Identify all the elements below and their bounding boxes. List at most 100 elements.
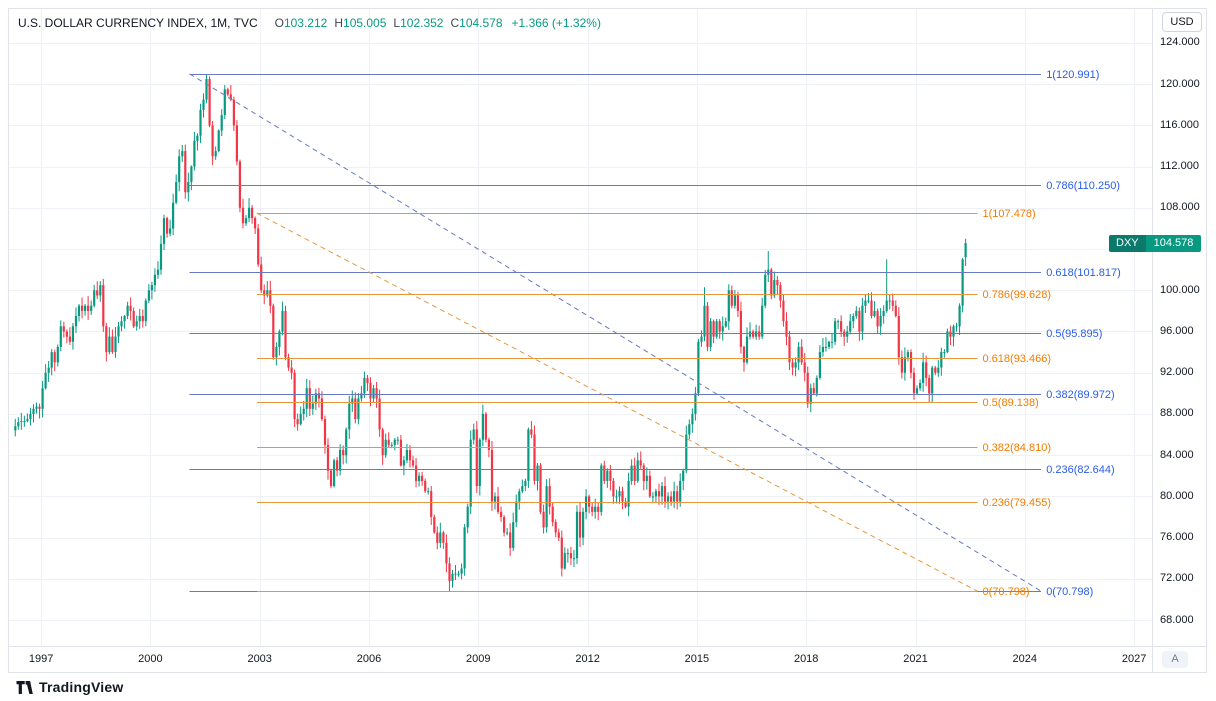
- time-axis-separator: [9, 646, 1206, 647]
- candle: [269, 280, 272, 314]
- candle: [311, 395, 314, 415]
- candle: [14, 418, 17, 437]
- candle: [366, 374, 369, 392]
- candle: [275, 342, 278, 366]
- candle: [663, 476, 667, 508]
- price-tick: 112.000: [1160, 160, 1199, 173]
- candle: [794, 357, 797, 377]
- candle: [721, 316, 724, 341]
- candle: [81, 297, 84, 319]
- candle: [548, 478, 551, 515]
- candle: [922, 352, 925, 392]
- symbol-title[interactable]: U.S. DOLLAR CURRENCY INDEX, 1M, TVC: [18, 16, 258, 30]
- candle: [639, 451, 642, 469]
- candle: [172, 193, 175, 236]
- price-axis[interactable]: 124.000120.000116.000112.000108.000104.0…: [1153, 9, 1206, 646]
- candle: [20, 412, 23, 430]
- fib-retracement-blue[interactable]: 1(120.991) 0.786(110.250) 0.618(101.817) 0.…: [189, 69, 1121, 598]
- currency-usd-button[interactable]: USD: [1162, 12, 1202, 32]
- time-tick: 2000: [138, 653, 163, 665]
- candle: [223, 85, 226, 119]
- candle: [837, 319, 840, 330]
- candle: [928, 374, 931, 403]
- time-axis[interactable]: 1997 2000 2003 2006 2009 2012 2015 2018 2021 2024…: [9, 647, 1152, 672]
- candle: [827, 340, 831, 350]
- candle: [551, 502, 554, 527]
- candle: [193, 131, 196, 171]
- candle: [336, 457, 339, 477]
- candle: [293, 369, 296, 427]
- candle: [436, 526, 439, 550]
- candle: [585, 489, 588, 520]
- candle: [542, 504, 545, 534]
- candle: [849, 313, 852, 335]
- fib-retracement-orange[interactable]: 1(107.478) 0.786(99.628) 0.618(93.466) 0.5(…: [256, 208, 1052, 598]
- candle: [433, 514, 436, 534]
- price-tick: 80.000: [1160, 489, 1194, 502]
- candle: [424, 478, 427, 493]
- candle: [387, 432, 390, 448]
- candle: [648, 470, 651, 498]
- chart-widget: 1(120.991) 0.786(110.250) 0.618(101.817) 0.…: [8, 8, 1207, 673]
- auto-scale-button[interactable]: A: [1162, 651, 1188, 668]
- candle: [891, 293, 894, 312]
- candle: [633, 457, 636, 486]
- candle: [17, 417, 20, 430]
- close-value: 104.578: [459, 16, 503, 30]
- price-tick: 76.000: [1160, 531, 1194, 544]
- price-chart[interactable]: 1(120.991) 0.786(110.250) 0.618(101.817) 0.…: [9, 9, 1152, 645]
- candle: [287, 353, 290, 371]
- candle: [536, 463, 539, 491]
- candle: [657, 483, 661, 505]
- candle: [855, 306, 858, 319]
- candlestick-series[interactable]: [14, 73, 967, 592]
- candle: [496, 487, 500, 514]
- tradingview-wordmark[interactable]: TradingView: [39, 679, 124, 695]
- candle: [764, 270, 767, 309]
- fib-trend-line[interactable]: [189, 73, 1042, 592]
- candle: [35, 402, 38, 414]
- candle: [909, 349, 913, 379]
- fib-level-label: 0.618(101.817): [1046, 267, 1121, 279]
- tradingview-logo-icon[interactable]: [16, 680, 33, 695]
- candle: [727, 284, 730, 331]
- candle: [466, 503, 469, 534]
- candle: [266, 281, 269, 298]
- candle: [448, 557, 451, 592]
- candle: [481, 404, 484, 447]
- candle: [308, 380, 311, 417]
- candle: [47, 361, 50, 382]
- candle: [339, 444, 342, 476]
- candle: [591, 502, 594, 517]
- candle: [545, 479, 548, 533]
- candle: [74, 307, 78, 333]
- attribution-footer: TradingView: [16, 679, 123, 695]
- fib-level-label: 0.382(84.810): [983, 442, 1052, 454]
- candle: [603, 460, 606, 484]
- candle: [199, 103, 202, 144]
- candle: [381, 427, 384, 465]
- candle: [345, 427, 348, 464]
- candle: [846, 325, 849, 343]
- candle: [630, 459, 633, 485]
- candle: [885, 259, 888, 313]
- candle: [509, 523, 512, 556]
- candle: [615, 489, 618, 504]
- open-value: 103.212: [283, 16, 328, 30]
- candle: [430, 486, 433, 525]
- candle: [351, 390, 354, 412]
- candle: [888, 294, 891, 310]
- candle: [329, 468, 333, 489]
- candle: [202, 93, 205, 118]
- candle: [676, 485, 679, 510]
- fib-trend-line[interactable]: [256, 212, 978, 592]
- candle: [302, 400, 305, 421]
- candle: [843, 329, 846, 346]
- candle: [220, 109, 223, 137]
- time-tick: 2006: [356, 653, 382, 665]
- candle: [800, 339, 803, 365]
- candle: [824, 337, 828, 352]
- candle: [41, 380, 44, 418]
- high-label: H: [334, 16, 344, 30]
